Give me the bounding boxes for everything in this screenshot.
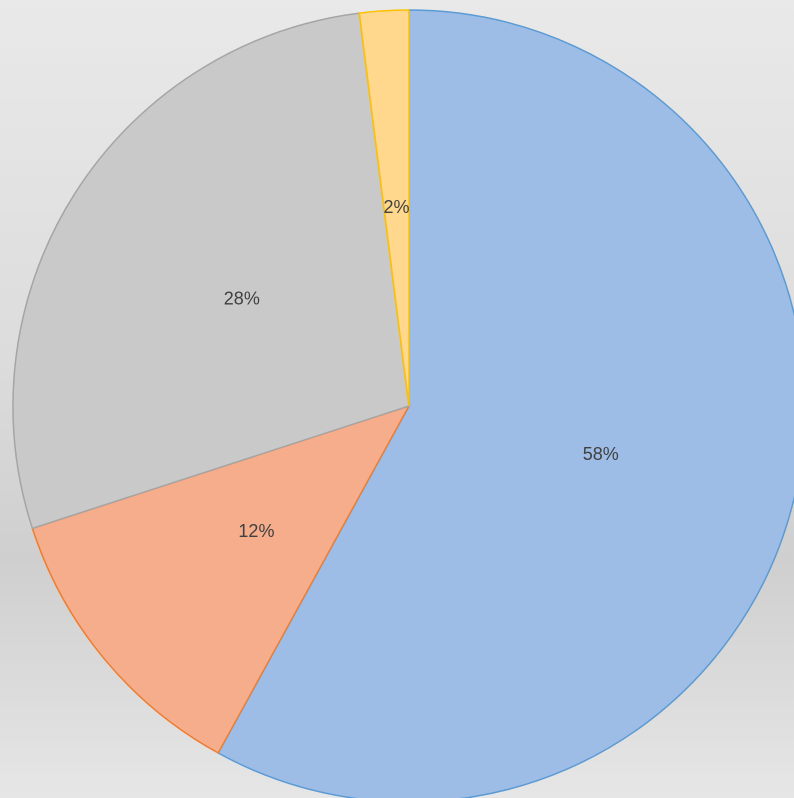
data-label: 12% (238, 521, 274, 541)
data-label: 28% (224, 289, 260, 309)
data-label: 2% (384, 197, 410, 217)
pie-slice (31, 404, 411, 755)
data-label: 58% (583, 444, 619, 464)
pie-slice (12, 12, 410, 530)
pie-slice (358, 9, 410, 407)
pie-slice (217, 9, 794, 798)
